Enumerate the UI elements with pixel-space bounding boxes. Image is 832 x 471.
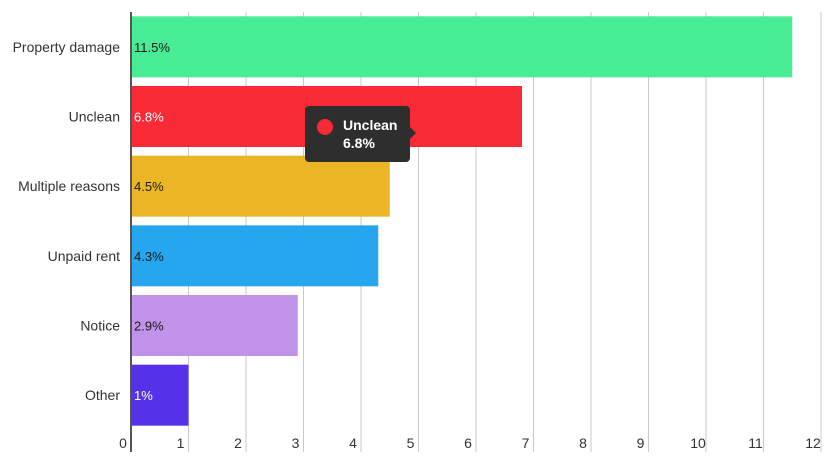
x-tick-label: 0: [119, 435, 127, 451]
data-label: 6.8%: [134, 110, 164, 125]
x-tick-label: 10: [690, 435, 706, 451]
data-label: 2.9%: [134, 319, 164, 334]
category-labels: Property damage Unclean Multiple reasons Un…: [13, 39, 121, 403]
x-tick-label: 4: [349, 435, 357, 451]
x-tick-label: 8: [579, 435, 587, 451]
x-tick-label: 2: [234, 435, 242, 451]
bar[interactable]: [131, 155, 390, 217]
tooltip: Unclean 6.8%: [305, 106, 416, 162]
data-label: 4.5%: [134, 179, 164, 194]
bar[interactable]: [131, 364, 189, 426]
bar[interactable]: [131, 225, 379, 287]
x-tick-label: 7: [522, 435, 530, 451]
x-tick-label: 6: [464, 435, 472, 451]
data-label: 11.5%: [134, 40, 170, 55]
tooltip-arrow: [410, 127, 416, 139]
bars: [131, 16, 793, 426]
bar[interactable]: [131, 295, 298, 356]
category-label: Other: [85, 387, 120, 403]
category-label: Unpaid rent: [48, 248, 120, 264]
x-tick-label: 1: [177, 435, 185, 451]
x-tick-label: 9: [637, 435, 645, 451]
x-axis-tick-labels: 0 1 2 3 4 5 6 7 8 9 10 11 12: [119, 435, 821, 451]
x-tick-label: 5: [407, 435, 415, 451]
category-label: Unclean: [69, 109, 120, 125]
grid-lines: [188, 12, 822, 452]
data-label: 1%: [134, 388, 153, 403]
tooltip-series: Unclean: [343, 117, 398, 133]
tooltip-value: 6.8%: [343, 135, 375, 151]
data-label: 4.3%: [134, 249, 164, 264]
x-tick-label: 11: [748, 435, 763, 451]
category-label: Notice: [80, 318, 120, 334]
x-tick-label: 12: [805, 435, 821, 451]
category-label: Property damage: [13, 39, 121, 55]
value-labels: 11.5% 6.8% 4.5% 4.3% 2.9% 1%: [134, 40, 170, 403]
bar[interactable]: [131, 16, 793, 78]
tooltip-color-dot: [317, 119, 333, 135]
category-label: Multiple reasons: [18, 178, 120, 194]
x-tick-label: 3: [292, 435, 300, 451]
